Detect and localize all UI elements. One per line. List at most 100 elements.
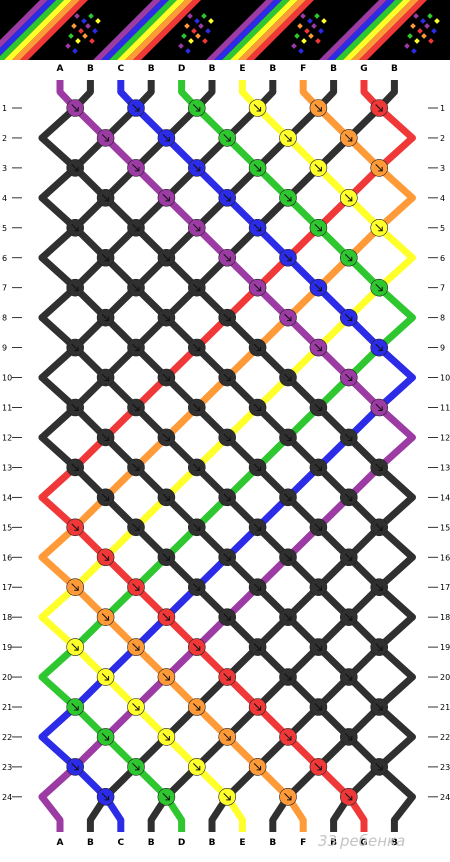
knot [248,159,267,177]
knot [248,758,267,776]
row-label-right: 4 [440,194,445,203]
knot [248,458,267,477]
row-label-left: 21 [2,703,12,712]
knot [157,129,176,147]
row-label-left: 16 [2,553,12,562]
knot [370,398,389,417]
knot-arrow-icon [101,613,110,621]
knot-arrow-icon [314,703,322,711]
knot [279,428,297,447]
knot-arrow-icon [132,463,140,471]
knot [248,99,267,117]
knot-arrow-icon [284,433,292,441]
knot [127,518,145,537]
row-label-left: 19 [2,643,12,652]
knot-arrow-icon [223,493,231,501]
knot [188,159,206,177]
row-label-left: 8 [2,314,7,323]
knot-arrow-icon [223,733,231,741]
knot [127,458,145,477]
watermark: 33 ребенка [318,832,405,850]
row-label-right: 23 [440,763,450,772]
knot [279,248,297,267]
row-label-right: 12 [440,433,450,442]
knot [279,308,297,327]
knot [309,758,328,776]
knot-arrow-icon [344,433,353,441]
knot [279,608,297,626]
knot [339,308,358,327]
knot [248,698,267,716]
knot [339,668,358,686]
knot-arrow-icon [192,703,201,711]
column-label-top: B [391,64,398,74]
knot [96,548,115,567]
column-label-top: B [269,64,276,74]
knot-arrow-icon [253,583,262,591]
knot-arrow-icon [375,223,383,232]
knot [370,638,389,656]
knot-arrow-icon [192,403,201,411]
column-label-bottom: B [148,838,155,848]
knot [370,338,389,357]
knot [96,308,115,327]
knot-arrow-icon [132,343,140,352]
row-label-left: 11 [2,404,12,413]
knot-arrow-icon [101,493,110,501]
knot [370,758,389,776]
knot-arrow-icon [344,253,353,262]
knot [309,638,328,656]
knot-arrow-icon [314,583,322,591]
column-label-bottom: A [57,838,64,848]
knot [66,398,84,417]
knot [218,788,236,806]
knot [309,398,328,417]
knot [218,189,236,207]
knot-arrow-icon [71,343,79,352]
knot-arrow-icon [192,283,201,292]
knot [66,758,84,776]
column-label-top: B [330,64,337,74]
knot [248,338,267,357]
knot-arrow-icon [101,673,110,681]
knot-arrow-icon [132,523,140,531]
knot [188,278,206,297]
knot [157,368,176,387]
knot-arrow-icon [253,223,262,232]
knot-arrow-icon [253,164,262,172]
knot-arrow-icon [162,733,170,741]
row-label-right: 24 [440,793,450,802]
knot [127,638,145,656]
knot [157,488,176,507]
row-label-left: 18 [2,613,12,622]
knot-arrow-icon [162,134,170,142]
knot-arrow-icon [253,523,262,531]
knot [127,578,145,597]
knot-arrow-icon [71,703,79,711]
knot-arrow-icon [314,343,322,352]
knot-arrow-icon [71,463,79,471]
knot-arrow-icon [71,643,79,651]
knot [248,219,267,237]
knot-arrow-icon [192,583,201,591]
knot-arrow-icon [71,583,79,591]
knot-arrow-icon [284,373,292,382]
knot-arrow-icon [284,553,292,561]
knot-arrow-icon [162,433,170,441]
knot [309,159,328,177]
knot [188,518,206,537]
knot-arrow-icon [132,403,140,411]
knot [157,248,176,267]
knot [309,278,328,297]
knot [370,278,389,297]
knot [279,788,297,806]
knot-arrow-icon [375,583,383,591]
bracelet-preview-band [0,0,450,60]
row-label-left: 22 [2,733,12,742]
knot [339,788,358,806]
knot-arrow-icon [132,763,140,771]
knot-arrow-icon [284,253,292,262]
knot [218,488,236,507]
